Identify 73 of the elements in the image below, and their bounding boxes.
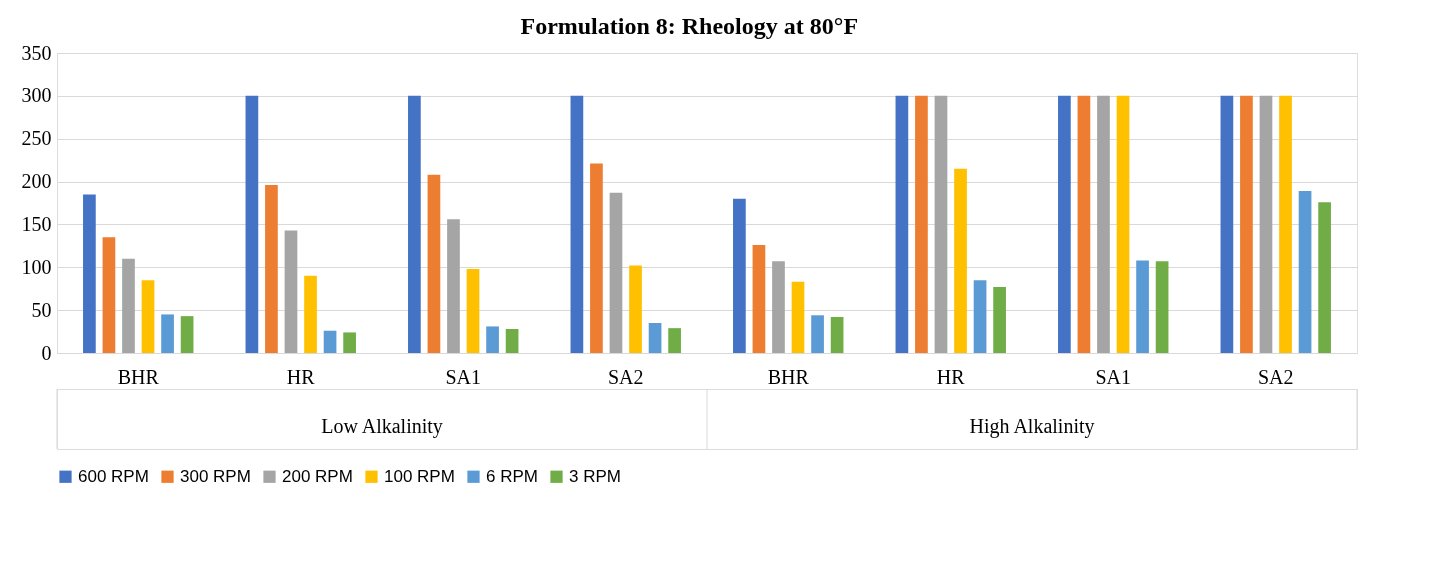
bar <box>830 317 844 353</box>
bar <box>343 332 356 353</box>
chart-title: Formulation 8: Rheology at 80°F <box>520 12 859 39</box>
bar <box>1116 95 1130 353</box>
y-tick-label: 350 <box>21 41 52 64</box>
bar <box>466 269 480 353</box>
bar <box>915 95 928 353</box>
x-tick-label: SA2 <box>607 365 644 388</box>
bar <box>648 323 662 353</box>
bar <box>1077 95 1091 353</box>
y-tick-label: 200 <box>21 170 52 193</box>
bar <box>1136 260 1149 353</box>
bar <box>934 95 948 353</box>
bar <box>609 192 623 353</box>
bar <box>1279 95 1292 353</box>
bar <box>505 329 519 353</box>
bar <box>590 163 603 353</box>
bar <box>1318 202 1331 353</box>
x-tick-label: HR <box>286 365 316 388</box>
bar <box>733 198 746 353</box>
text: High Alkalinity <box>969 415 1095 438</box>
legend-label: 300 RPM <box>180 466 251 486</box>
bar <box>973 280 987 353</box>
bar <box>304 275 317 353</box>
bar <box>161 314 174 353</box>
bar <box>668 328 681 353</box>
bar <box>1240 95 1253 353</box>
x-tick-label: BHR <box>767 365 810 388</box>
bar <box>245 95 259 353</box>
bar <box>83 194 96 353</box>
bar <box>811 315 824 353</box>
bar <box>102 237 116 353</box>
y-tick-label: 150 <box>21 212 52 235</box>
bar <box>180 316 194 353</box>
bar <box>447 219 460 353</box>
bar <box>1259 95 1273 353</box>
bar <box>284 230 298 353</box>
bar <box>408 95 421 353</box>
bar <box>1220 95 1234 353</box>
bar <box>141 280 155 353</box>
y-tick-label: 50 <box>31 298 52 321</box>
bar <box>427 174 441 353</box>
legend-label: 600 RPM <box>78 466 149 486</box>
bar <box>1298 191 1312 353</box>
bar <box>752 245 766 353</box>
x-tick-label: BHR <box>117 365 160 388</box>
bar <box>486 326 499 353</box>
bar <box>570 95 584 353</box>
x-tick-label: SA2 <box>1257 365 1294 388</box>
bar <box>954 168 967 353</box>
bar <box>1058 95 1071 353</box>
bar <box>772 261 785 353</box>
y-tick-label: 0 <box>41 341 52 364</box>
bar <box>1097 95 1110 353</box>
bar <box>1155 261 1169 353</box>
bar <box>895 95 909 353</box>
text: Low Alkalinity <box>321 415 443 438</box>
y-tick-label: 300 <box>21 84 52 107</box>
x-tick-label: HR <box>936 365 966 388</box>
bar <box>629 265 642 353</box>
legend-label: 200 RPM <box>282 466 353 486</box>
bar <box>122 258 135 353</box>
legend-label: 100 RPM <box>384 466 455 486</box>
y-tick-label: 250 <box>21 127 52 150</box>
bar <box>323 330 337 353</box>
legend-label: 3 RPM <box>569 466 621 486</box>
bar <box>265 185 278 353</box>
x-tick-label: SA1 <box>445 365 482 388</box>
y-tick-label: 100 <box>21 255 52 278</box>
bar <box>993 287 1006 353</box>
legend-label: 6 RPM <box>486 466 538 486</box>
x-tick-label: SA1 <box>1095 365 1132 388</box>
bar <box>791 281 805 353</box>
